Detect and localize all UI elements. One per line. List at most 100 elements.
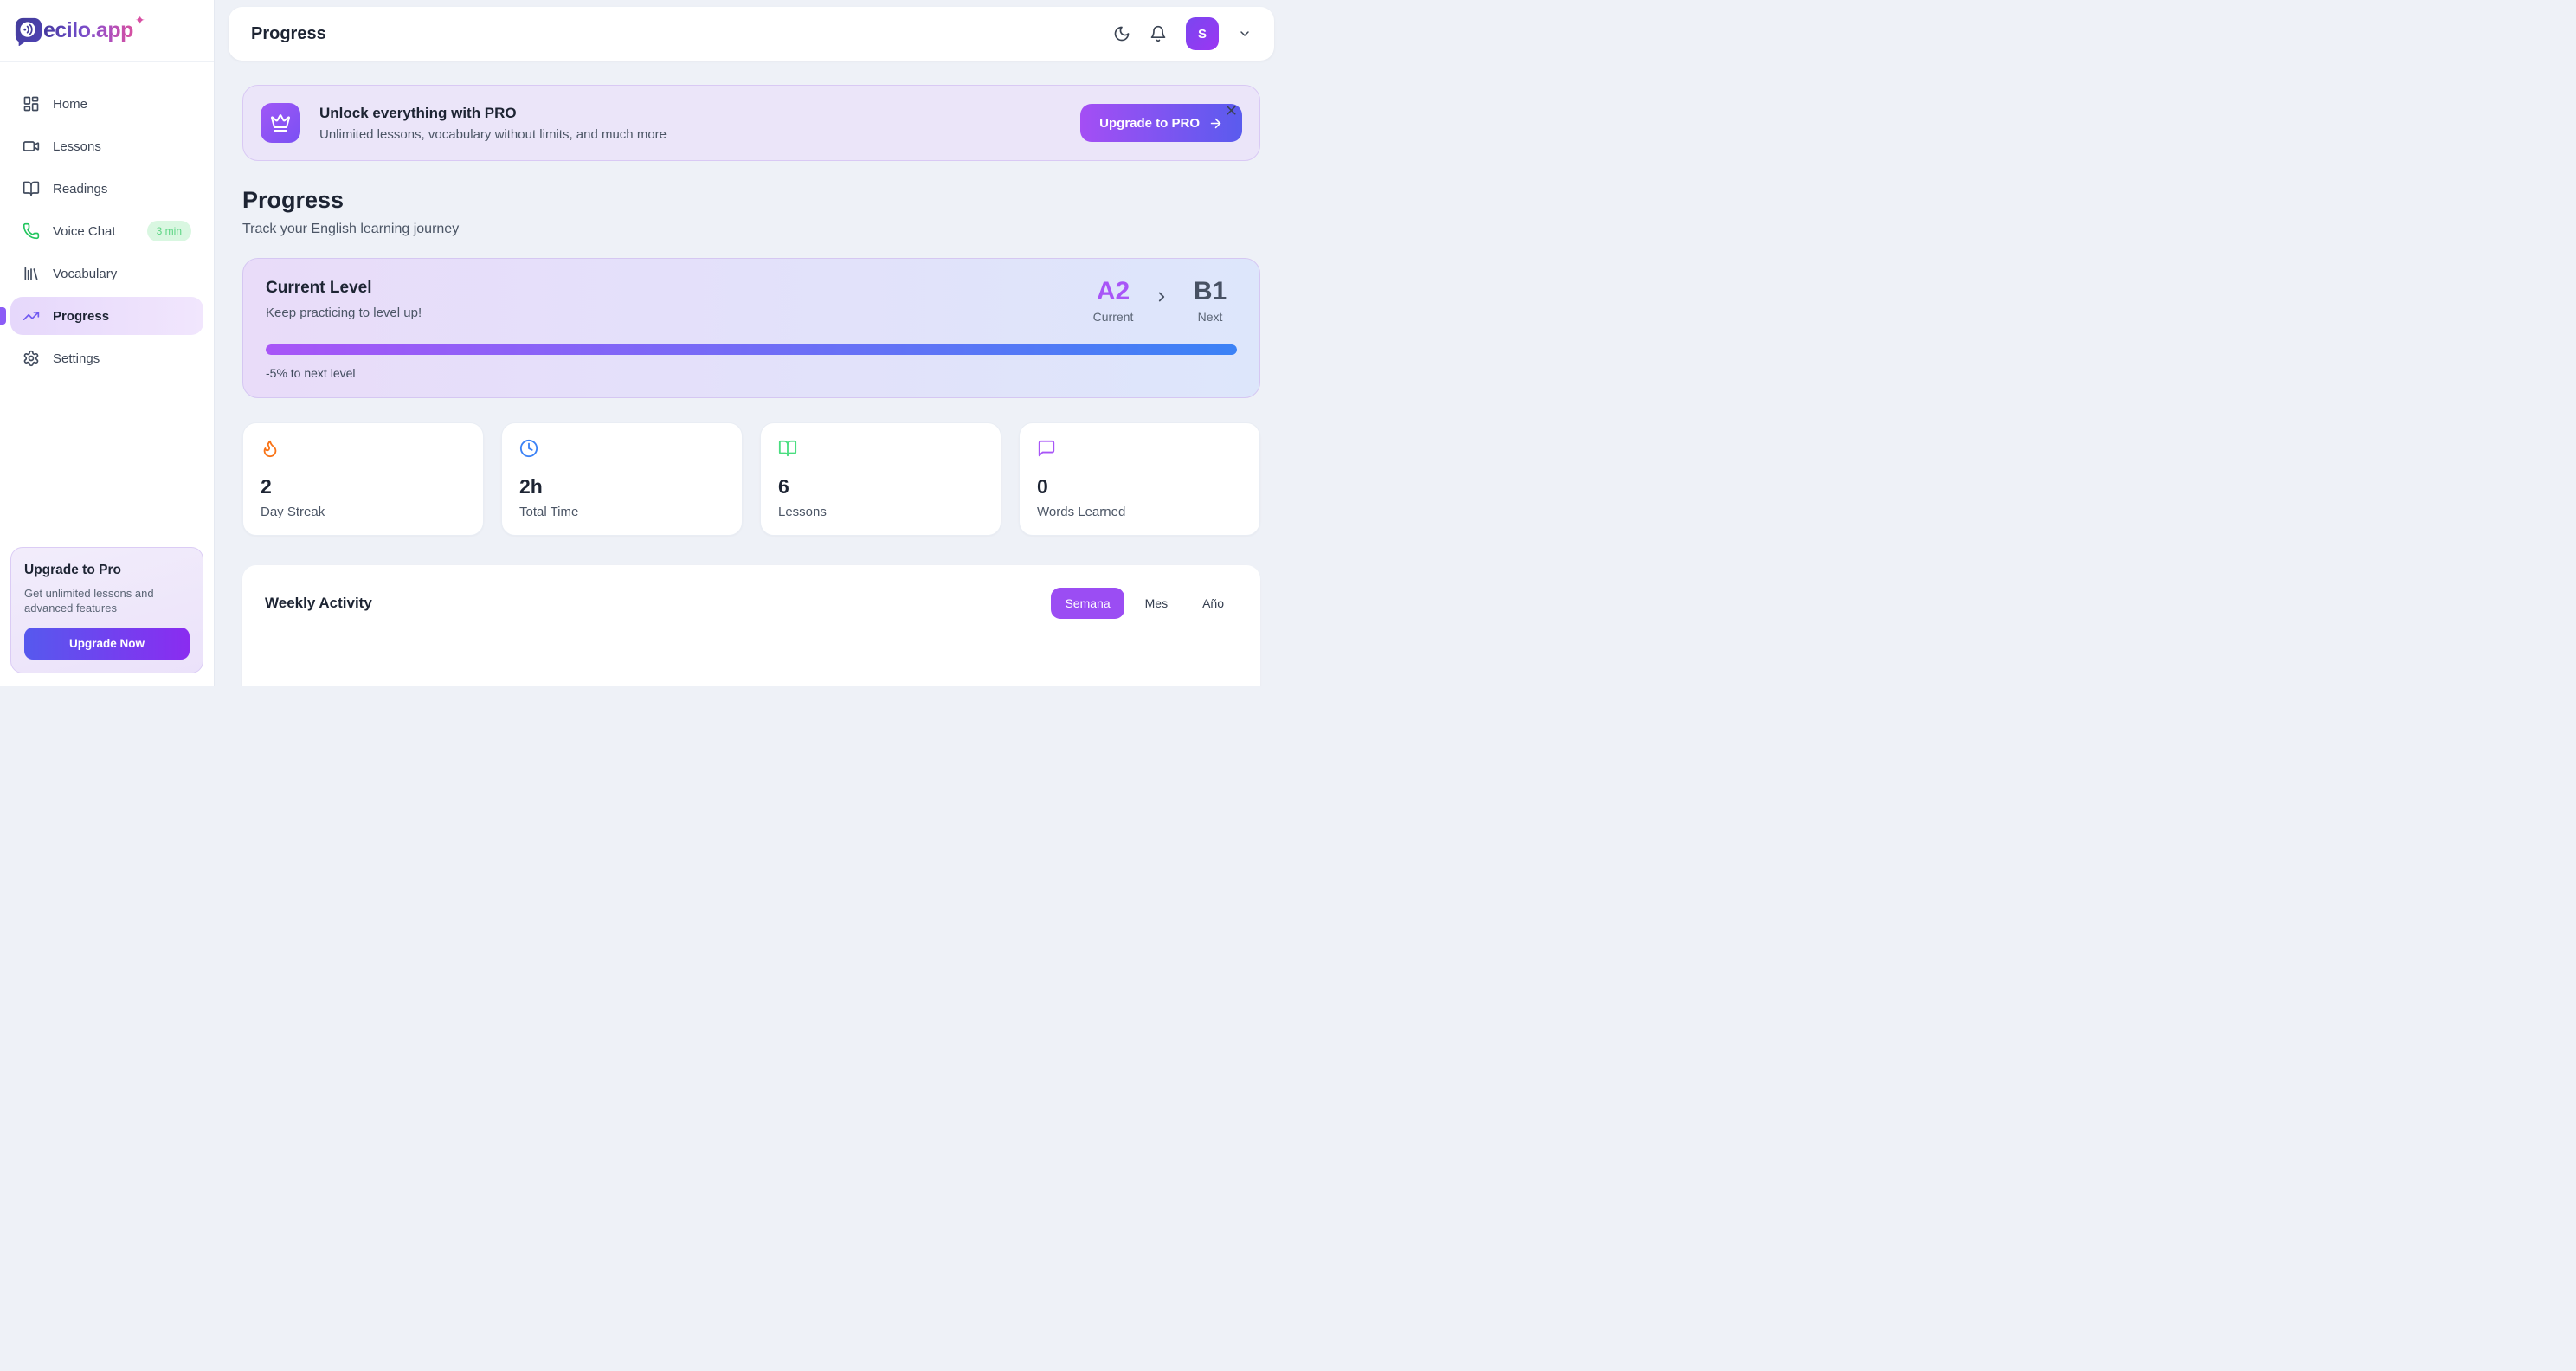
- current-level-value: A2: [1096, 277, 1130, 306]
- level-progress-fill: [266, 344, 1237, 355]
- dashboard-icon: [23, 96, 39, 112]
- weekly-activity-title: Weekly Activity: [265, 595, 372, 611]
- current-level-block: A2 Current: [1090, 277, 1137, 325]
- page-head: Progress Track your English learning jou…: [242, 161, 1260, 237]
- bell-icon: [1150, 25, 1166, 42]
- sidebar-item-voice-chat[interactable]: Voice Chat 3 min: [10, 212, 203, 250]
- upgrade-to-pro-label: Upgrade to PRO: [1099, 115, 1200, 131]
- flame-icon: [263, 440, 277, 458]
- topbar-actions: S: [1113, 17, 1252, 50]
- next-level-block: B1 Next: [1187, 277, 1233, 325]
- current-level-card: Current Level Keep practicing to level u…: [242, 258, 1260, 398]
- app-root: ecilo.app ✦ Home Lessons R: [0, 0, 1288, 686]
- level-card-title: Current Level: [266, 279, 372, 297]
- gear-icon: [23, 350, 39, 367]
- sidebar-item-label: Vocabulary: [53, 266, 118, 281]
- stat-value: 0: [1037, 475, 1048, 498]
- sidebar-item-label: Lessons: [53, 138, 101, 154]
- next-level-value: B1: [1193, 277, 1227, 306]
- upgrade-pro-card: Upgrade to Pro Get unlimited lessons and…: [10, 546, 203, 673]
- sidebar-item-settings[interactable]: Settings: [10, 339, 203, 377]
- sidebar-item-home[interactable]: Home: [10, 85, 203, 123]
- sidebar-item-label: Readings: [53, 181, 108, 196]
- content: Unlock everything with PRO Unlimited les…: [229, 61, 1274, 686]
- banner-close-button[interactable]: [1224, 103, 1239, 120]
- upgrade-card-description: Get unlimited lessons and advanced featu…: [24, 586, 154, 615]
- user-menu-button[interactable]: [1238, 27, 1252, 41]
- arrow-right-icon: [1210, 118, 1221, 128]
- main-area: Progress S: [215, 0, 1288, 686]
- crown-tile: [261, 103, 300, 143]
- stat-card-words-learned: 0 Words Learned: [1019, 422, 1260, 536]
- sidebar-item-label: Progress: [53, 308, 110, 324]
- period-toggle-group: Semana Mes Año: [1051, 588, 1238, 619]
- theme-toggle-button[interactable]: [1113, 25, 1130, 42]
- pro-banner: Unlock everything with PRO Unlimited les…: [242, 85, 1260, 161]
- upgrade-now-button[interactable]: Upgrade Now: [24, 628, 190, 660]
- stat-value: 2h: [519, 475, 543, 498]
- trending-up-icon: [23, 312, 40, 320]
- speech-bubble-icon: [1038, 440, 1055, 457]
- sidebar-item-label: Home: [53, 96, 88, 112]
- sidebar-item-progress[interactable]: Progress: [0, 297, 203, 335]
- sidebar-item-label: Settings: [53, 351, 100, 366]
- toggle-ano[interactable]: Año: [1188, 588, 1238, 619]
- sidebar-footer: Upgrade to Pro Get unlimited lessons and…: [0, 537, 214, 686]
- brand-wordmark: ecilo.app: [43, 16, 133, 45]
- library-icon: [24, 267, 38, 280]
- clock-icon: [519, 439, 538, 458]
- weekly-activity-card: Weekly Activity Semana Mes Año: [242, 565, 1260, 686]
- sidebar-item-lessons[interactable]: Lessons: [10, 127, 203, 165]
- active-nav-indicator: [0, 307, 6, 325]
- brand-logo[interactable]: ecilo.app ✦: [14, 13, 145, 46]
- level-progress-track: [266, 344, 1237, 355]
- next-level-label: Next: [1197, 310, 1223, 324]
- open-book-icon: [778, 440, 797, 457]
- upgrade-card-title: Upgrade to Pro: [24, 562, 121, 577]
- voice-chat-time-badge: 3 min: [146, 221, 191, 241]
- video-camera-icon: [23, 141, 40, 151]
- toggle-mes[interactable]: Mes: [1131, 588, 1182, 619]
- sidebar-item-readings[interactable]: Readings: [10, 170, 203, 208]
- sidebar-item-vocabulary[interactable]: Vocabulary: [10, 254, 203, 293]
- speech-bubble-logo-icon: [15, 17, 42, 46]
- sidebar-item-label: Voice Chat: [53, 223, 116, 239]
- stat-card-total-time: 2h Total Time: [501, 422, 743, 536]
- level-title-block: Current Level Keep practicing to level u…: [266, 279, 422, 320]
- crown-icon: [271, 114, 290, 132]
- avatar[interactable]: S: [1186, 17, 1219, 50]
- topbar: Progress S: [229, 7, 1274, 61]
- stat-label: Lessons: [778, 505, 827, 519]
- open-book-icon: [23, 181, 40, 196]
- chevron-right-icon: [1154, 292, 1169, 309]
- level-progress-note: -5% to next level: [266, 366, 356, 380]
- page-subtitle: Track your English learning journey: [242, 222, 460, 236]
- level-card-subtitle: Keep practicing to level up!: [266, 306, 422, 320]
- stat-label: Day Streak: [261, 505, 325, 519]
- page-title-topbar: Progress: [251, 23, 326, 43]
- sidebar-nav: Home Lessons Readings Voice Chat 3 m: [0, 62, 214, 537]
- weekly-activity-header: Weekly Activity Semana Mes Año: [265, 588, 1238, 619]
- moon-icon: [1114, 26, 1130, 42]
- sparkle-icon: ✦: [134, 13, 145, 27]
- pro-banner-title: Unlock everything with PRO: [319, 104, 517, 121]
- notifications-button[interactable]: [1150, 25, 1167, 42]
- chevron-down-icon: [1240, 31, 1249, 36]
- stat-value: 2: [261, 475, 272, 498]
- stat-value: 6: [778, 475, 789, 498]
- stat-card-day-streak: 2 Day Streak: [242, 422, 484, 536]
- current-level-label: Current: [1092, 310, 1134, 324]
- upgrade-to-pro-button[interactable]: Upgrade to PRO: [1080, 104, 1242, 142]
- level-card-top: Current Level Keep practicing to level u…: [266, 277, 1237, 325]
- stat-label: Words Learned: [1037, 505, 1126, 519]
- level-progression: A2 Current B1 Next: [1090, 277, 1237, 325]
- phone-icon: [23, 222, 40, 240]
- sidebar: ecilo.app ✦ Home Lessons R: [0, 0, 215, 686]
- pro-banner-subtitle: Unlimited lessons, vocabulary without li…: [319, 126, 667, 142]
- page-title: Progress: [242, 187, 345, 213]
- toggle-semana[interactable]: Semana: [1051, 588, 1124, 619]
- stat-label: Total Time: [519, 505, 579, 519]
- close-icon: [1227, 106, 1236, 115]
- pro-banner-text: Unlock everything with PRO Unlimited les…: [319, 105, 667, 142]
- stats-grid: 2 Day Streak 2h Total Time 6 Lessons: [242, 422, 1260, 536]
